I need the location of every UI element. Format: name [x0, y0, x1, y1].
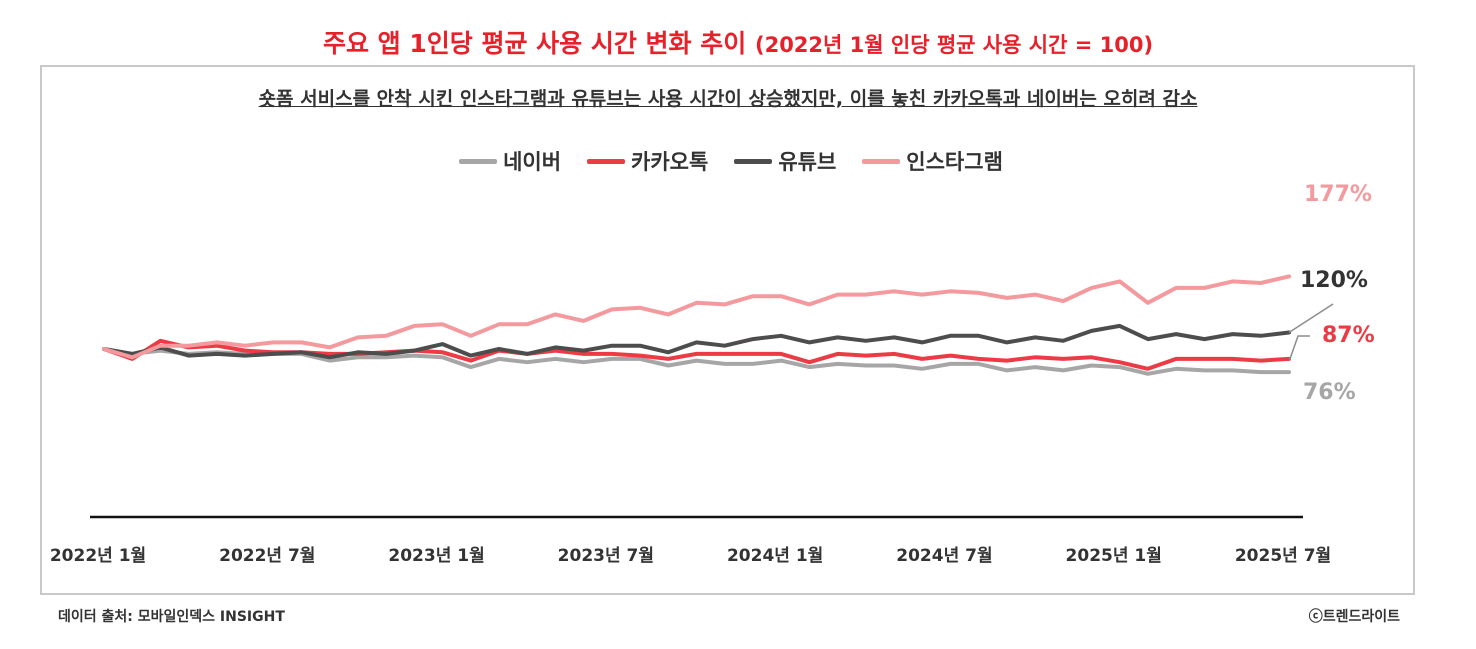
copyright: ⓒ트렌드라이트 — [1308, 609, 1400, 625]
end-value-label: 87% — [1322, 323, 1375, 348]
legend-swatch — [587, 158, 626, 164]
chart-title-text: 주요 앱 1인당 평균 사용 시간 변화 추이 — [322, 29, 747, 58]
x-tick-label: 2025년 1월 — [1066, 546, 1162, 566]
series-line — [102, 274, 1291, 360]
legend-swatch — [862, 158, 901, 164]
legend-label: 유튜브 — [778, 150, 837, 174]
legend-item: 인스타그램 — [862, 146, 1003, 176]
chart-subtitle: 숏폼 서비스를 안착 시킨 인스타그램과 유튜브는 사용 시간이 상승했지만, … — [258, 88, 1198, 110]
x-tick-label: 2022년 7월 — [219, 546, 315, 566]
x-tick-label: 2024년 7월 — [896, 546, 992, 566]
legend-item: 카카오톡 — [587, 146, 708, 176]
end-label-leader — [1288, 303, 1334, 334]
legend-label: 카카오톡 — [631, 150, 709, 174]
legend-label: 인스타그램 — [906, 150, 1003, 174]
end-value-label: 120% — [1300, 268, 1368, 293]
series-line — [102, 323, 1291, 360]
legend-swatch — [459, 158, 498, 164]
legend-label: 네이버 — [503, 150, 562, 174]
chart-frame — [40, 65, 1415, 595]
x-tick-label: 2024년 1월 — [727, 546, 823, 566]
end-value-label: 177% — [1304, 182, 1372, 207]
x-tick-label: 2025년 7월 — [1235, 546, 1331, 566]
end-label-leader — [1289, 335, 1310, 360]
x-tick-label: 2023년 1월 — [388, 546, 484, 566]
legend-item: 유튜브 — [734, 146, 836, 176]
data-source: 데이터 출처: 모바일인덱스 INSIGHT — [58, 609, 285, 625]
x-tick-label: 2022년 1월 — [50, 546, 146, 566]
legend-swatch — [734, 158, 773, 164]
chart-title: 주요 앱 1인당 평균 사용 시간 변화 추이 (2022년 1월 인당 평균 … — [0, 24, 1476, 60]
chart-title-note: (2022년 1월 인당 평균 사용 시간 = 100) — [754, 33, 1154, 57]
end-value-label: 76% — [1303, 380, 1356, 405]
chart-legend: 네이버 카카오톡 유튜브 인스타그램 — [0, 146, 1462, 176]
x-tick-label: 2023년 7월 — [558, 546, 654, 566]
legend-item: 네이버 — [459, 146, 561, 176]
